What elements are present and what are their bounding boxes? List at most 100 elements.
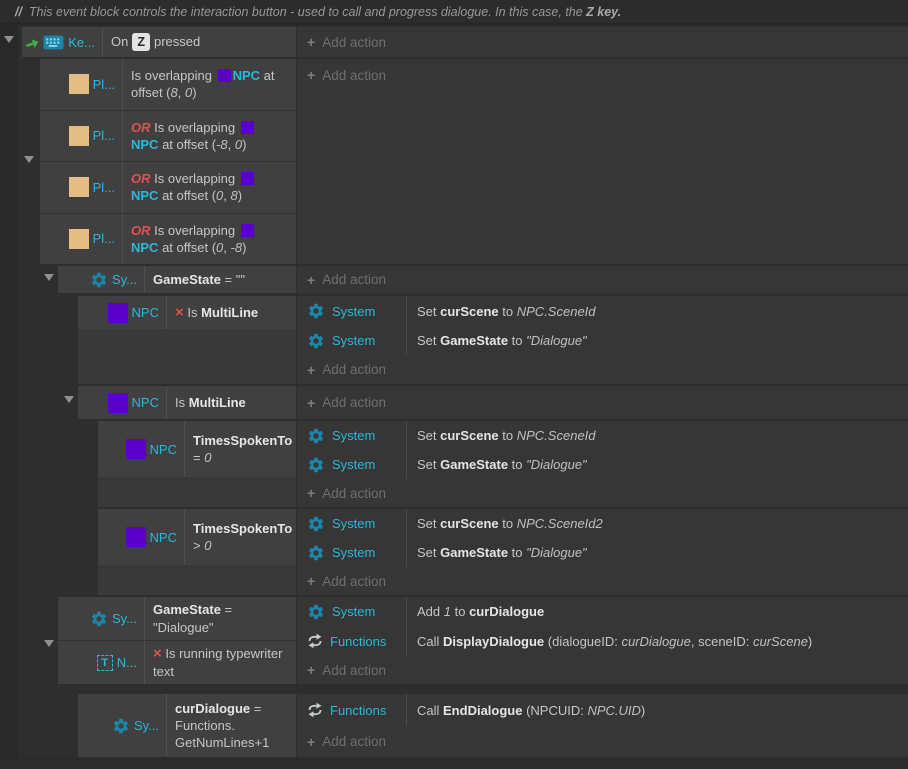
action-set-gamestate-dialogue-2[interactable]: System Set GameState to "Dialogue" xyxy=(297,450,908,479)
or-label: OR xyxy=(131,171,151,187)
action-set-gamestate-dialogue-3[interactable]: System Set GameState to "Dialogue" xyxy=(297,538,908,567)
add-action-button[interactable]: + Add action xyxy=(297,386,908,419)
action-set-gamestate-dialogue-1[interactable]: System Set GameState to "Dialogue" xyxy=(297,326,908,355)
condition-text: Is overlapping ​NPC at offset (8, 0) xyxy=(131,68,275,101)
object-label-npc: NPC xyxy=(149,441,177,457)
condition-object-cell: Ke... xyxy=(22,27,103,57)
action-set-curscene-sceneid-2[interactable]: System Set curScene to NPC.SceneId xyxy=(297,421,908,450)
action-object-cell: System xyxy=(297,296,406,326)
or-label: OR xyxy=(131,222,151,238)
collapse-toggle[interactable] xyxy=(4,36,14,43)
condition-object-cell: NPC xyxy=(78,386,167,419)
event-margin xyxy=(0,25,18,769)
player-icon xyxy=(68,228,89,249)
condition-text: × Is MultiLine xyxy=(175,303,259,321)
condition-overlap-npc-left[interactable]: Pl... OR Is overlapping ​NPC at offset (… xyxy=(40,109,296,161)
invert-icon: × xyxy=(175,303,184,321)
action-text: Call EndDialogue (NPCUID: NPC.UID) xyxy=(417,702,646,718)
subevent-curdialogue-expression: Sy... curDialogue = Functions.​GetNumLin… xyxy=(78,694,296,757)
condition-object-cell: Pl... xyxy=(40,110,123,161)
gear-icon xyxy=(90,610,108,628)
condition-overlap-npc-up[interactable]: Pl... OR Is overlapping ​NPC at offset (… xyxy=(40,212,296,264)
object-label-system: System xyxy=(332,545,376,560)
collapse-toggle[interactable] xyxy=(44,274,54,281)
action-text: Set curScene to NPC.SceneId xyxy=(417,428,596,443)
condition-timesspokento-eq-0[interactable]: NPC TimesSpokenTo = 0 xyxy=(98,421,296,477)
actions-section: + Add action xyxy=(297,59,908,264)
add-action-button[interactable]: + Add action xyxy=(297,355,908,384)
object-label-npc: NPC xyxy=(131,305,159,320)
condition-not-running-typewriter[interactable]: T N... × Is running typewriter text xyxy=(58,640,296,684)
action-call-displaydialogue[interactable]: Functions Call DisplayDialogue (dialogue… xyxy=(297,626,908,656)
subevent-dialogue-progress: Sy... GameState = "Dialogue" T N... × Is… xyxy=(58,597,296,684)
add-action-button[interactable]: + Add action xyxy=(297,59,908,91)
collapse-toggle[interactable] xyxy=(44,640,54,647)
condition-text: GameState = "Dialogue" xyxy=(153,602,233,635)
block-filler xyxy=(98,477,296,507)
object-label-npc: NPC xyxy=(131,395,159,410)
condition-multiline[interactable]: NPC Is MultiLine xyxy=(78,386,296,419)
gear-icon xyxy=(307,456,325,474)
comment-text: // This event block controls the interac… xyxy=(15,5,622,19)
subevent-multiline: NPC Is MultiLine xyxy=(78,386,296,419)
comment[interactable]: // This event block controls the interac… xyxy=(0,0,908,25)
condition-object-cell: Pl... xyxy=(40,213,123,264)
action-set-curscene-sceneid2[interactable]: System Set curScene to NPC.SceneId2 xyxy=(297,509,908,538)
collapse-toggle[interactable] xyxy=(64,396,74,403)
or-conditions-block: Pl... Is overlapping ​NPC at offset (8, … xyxy=(40,59,296,264)
object-label-functions: Functions xyxy=(330,702,387,718)
player-icon xyxy=(68,74,89,95)
condition-curdialogue-expression[interactable]: Sy... curDialogue = Functions.​GetNumLin… xyxy=(78,694,296,757)
block-filler xyxy=(98,565,296,595)
sheet-bottom-edge xyxy=(0,758,908,769)
condition-gamestate-dialogue[interactable]: Sy... GameState = "Dialogue" xyxy=(58,597,296,640)
condition-object-cell: NPC xyxy=(98,509,185,565)
add-action-button[interactable]: + Add action xyxy=(297,266,908,293)
plus-icon: + xyxy=(307,573,316,589)
object-label-system: Sy... xyxy=(111,611,137,626)
object-label-functions: Functions xyxy=(330,633,387,649)
condition-object-cell: Sy... xyxy=(58,597,145,640)
condition-object-cell: Pl... xyxy=(40,162,123,213)
actions-section: Functions Call EndDialogue (NPCUID: NPC.… xyxy=(297,694,908,757)
add-action-button[interactable]: + Add action xyxy=(297,27,908,57)
action-object-cell: System xyxy=(297,326,406,355)
action-set-curscene-sceneid-1[interactable]: System Set curScene to NPC.SceneId xyxy=(297,296,908,326)
condition-not-multiline[interactable]: NPC × Is MultiLine xyxy=(78,296,296,329)
condition-timesspokento-gt-0[interactable]: NPC TimesSpokenTo > 0 xyxy=(98,509,296,565)
condition-text: OR Is overlapping ​NPC at offset (0, -8) xyxy=(131,222,283,256)
add-action-button[interactable]: + Add action xyxy=(297,479,908,507)
condition-text: curDialogue = Functions.​GetNumLines+1 xyxy=(175,700,270,751)
player-icon xyxy=(68,177,89,198)
action-add-1-curdialogue[interactable]: System Add 1 to curDialogue xyxy=(297,597,908,626)
functions-icon xyxy=(307,633,323,649)
actions-section: + Add action xyxy=(297,386,908,419)
add-action-button[interactable]: + Add action xyxy=(297,656,908,684)
add-action-button[interactable]: + Add action xyxy=(297,726,908,757)
object-label-system: System xyxy=(332,428,376,443)
object-label-system: System xyxy=(332,516,376,531)
condition-object-cell: T N... xyxy=(58,641,145,684)
action-object-cell: System xyxy=(297,538,406,567)
add-action-label: Add action xyxy=(322,362,386,377)
condition-gamestate-empty[interactable]: Sy... GameState = "" xyxy=(58,266,296,293)
condition-text: TimesSpokenTo > 0 xyxy=(193,520,293,553)
plus-icon: + xyxy=(307,485,316,501)
object-label-system: System xyxy=(332,303,376,319)
condition-text: × Is running typewriter text xyxy=(153,645,283,679)
collapse-toggle[interactable] xyxy=(24,156,34,163)
condition-object-cell: Pl... xyxy=(40,59,123,110)
add-action-label: Add action xyxy=(322,662,386,678)
action-call-enddialogue[interactable]: Functions Call EndDialogue (NPCUID: NPC.… xyxy=(297,694,908,726)
plus-icon: + xyxy=(307,361,316,378)
plus-icon: + xyxy=(307,394,316,411)
action-object-cell: Functions xyxy=(297,694,406,726)
action-object-cell: System xyxy=(297,421,406,450)
add-action-button[interactable]: + Add action xyxy=(297,567,908,595)
condition-overlap-npc-down[interactable]: Pl... OR Is overlapping ​NPC at offset (… xyxy=(40,161,296,213)
actions-section: + Add action xyxy=(297,266,908,293)
condition-overlap-npc-right[interactable]: Pl... Is overlapping ​NPC at offset (8, … xyxy=(40,59,296,110)
